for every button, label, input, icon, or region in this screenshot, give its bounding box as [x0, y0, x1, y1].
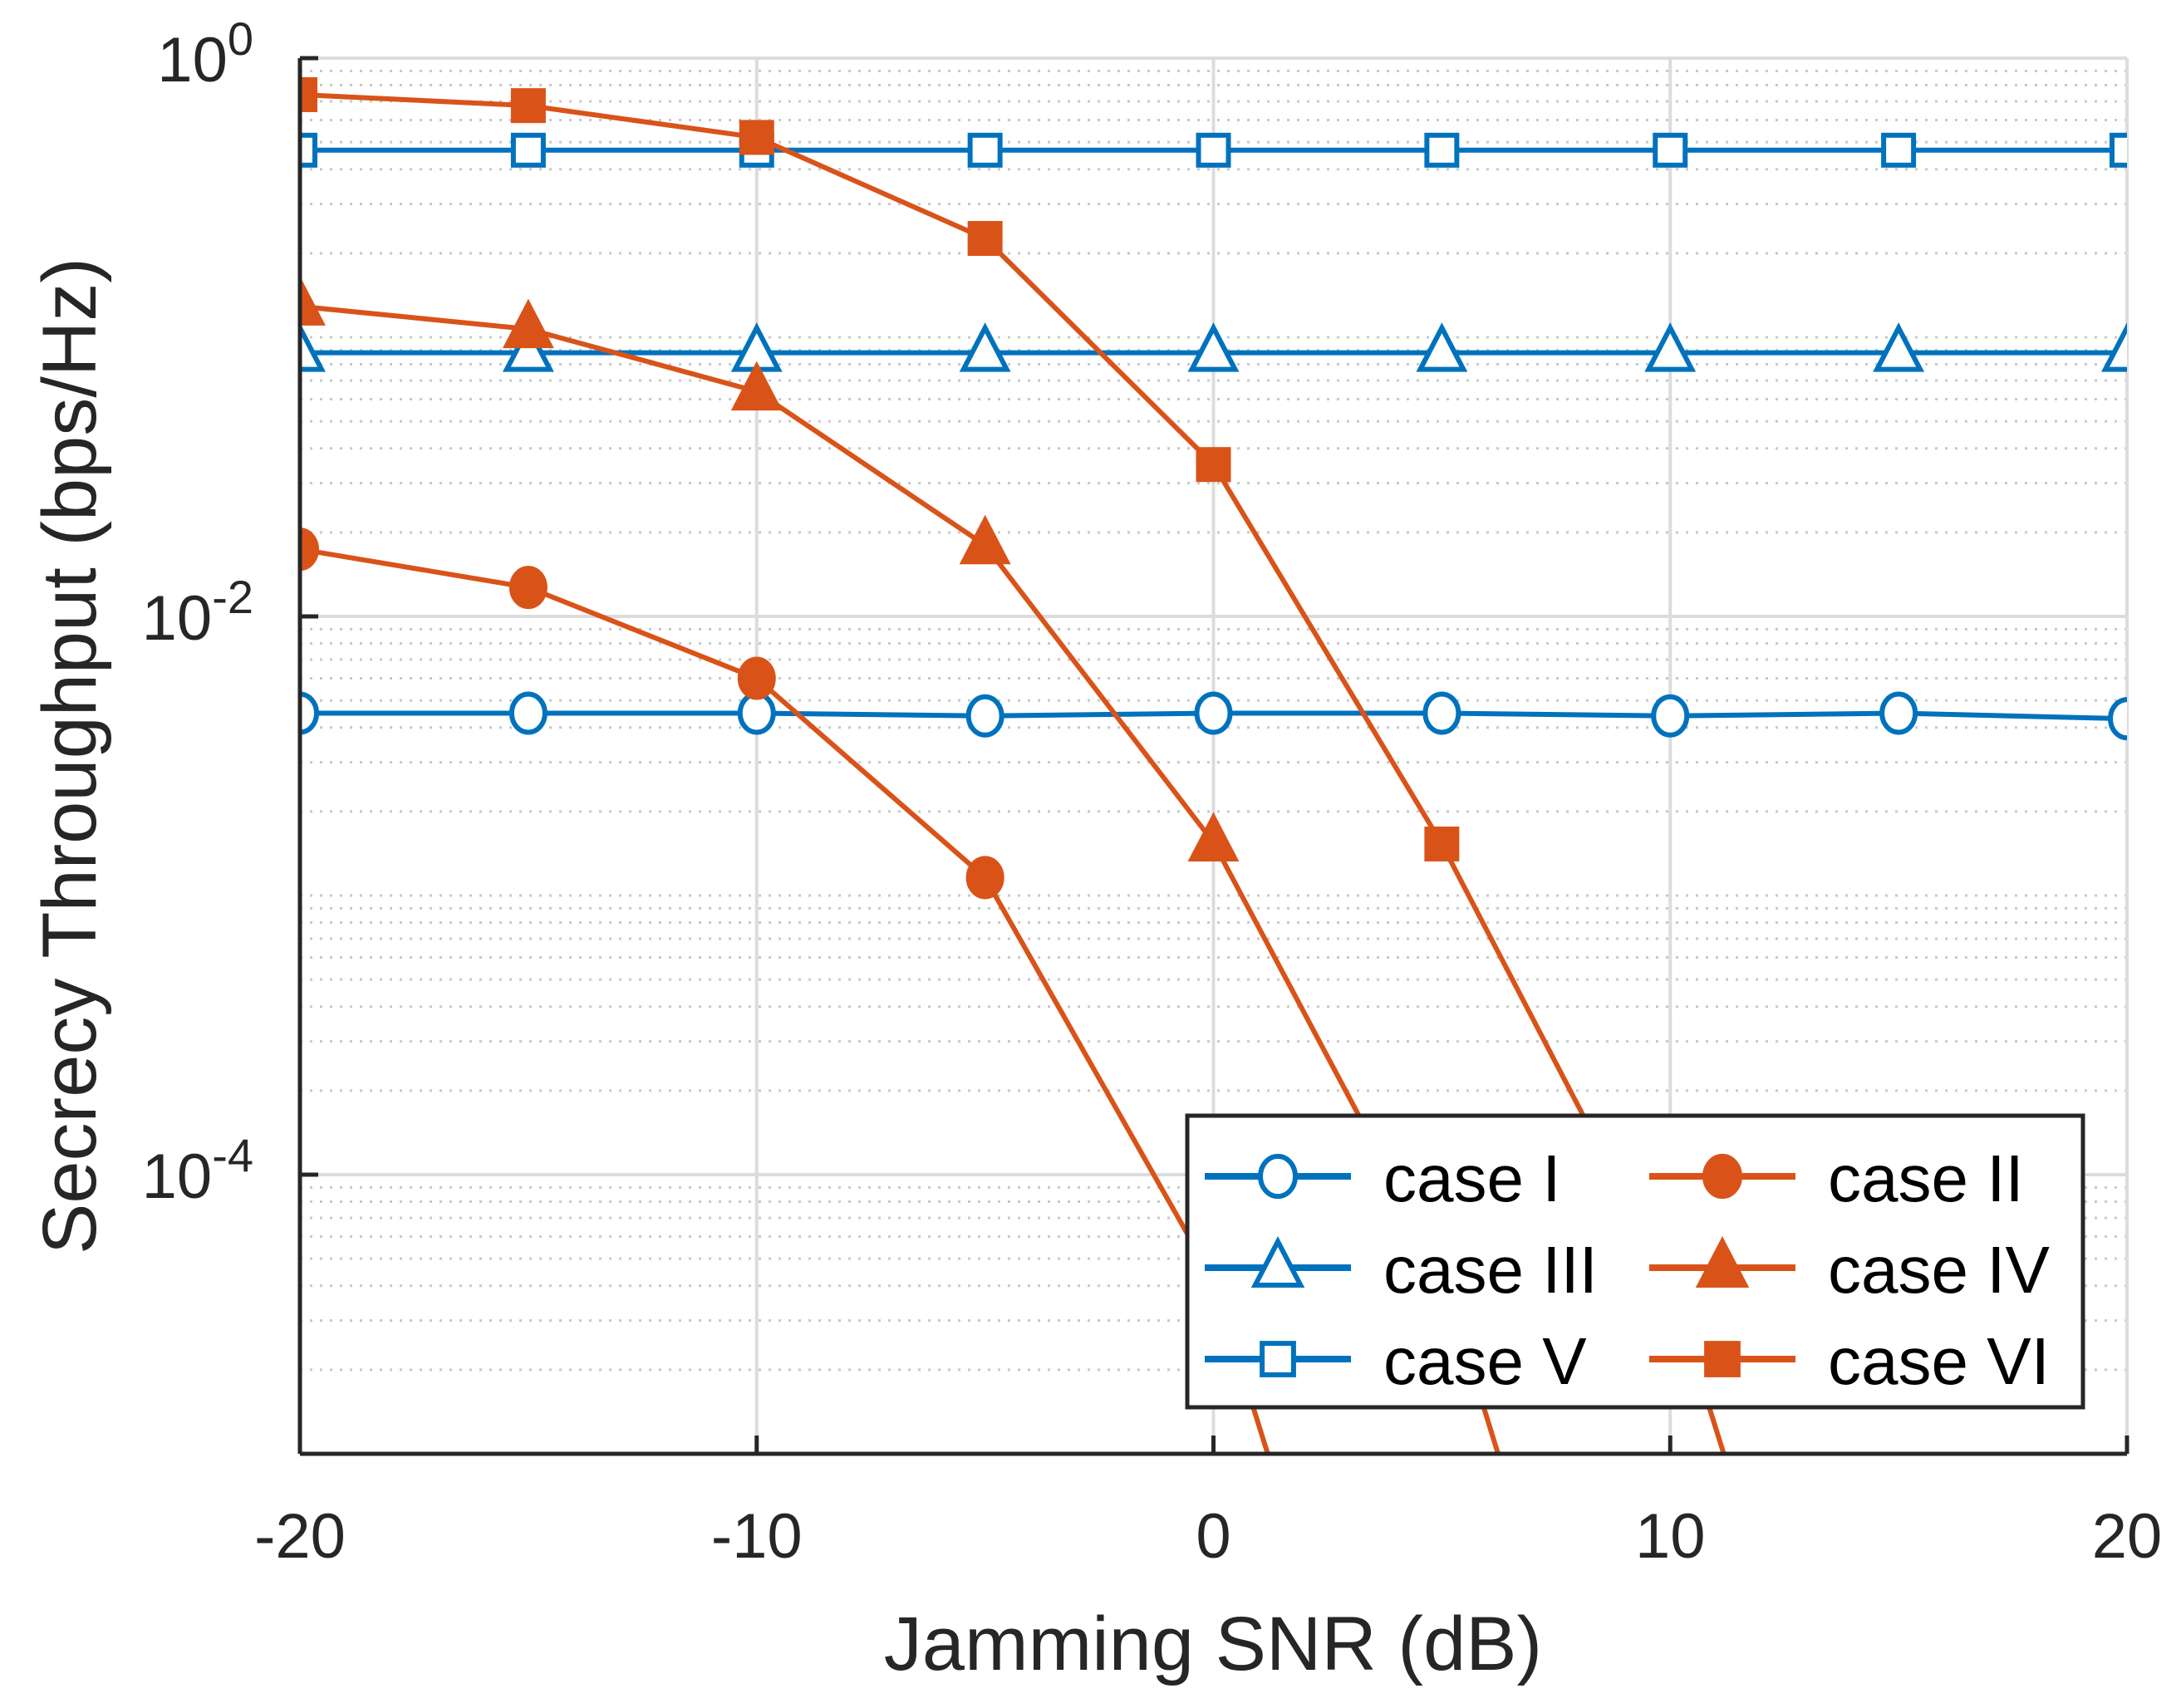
- data-point-circle: [1879, 691, 1918, 735]
- data-point-circle: [300, 528, 319, 572]
- legend-item: case II: [1649, 1141, 2024, 1215]
- data-point-circle: [508, 691, 548, 735]
- x-tick-label: 10: [1635, 1501, 1706, 1572]
- data-point-triangle: [959, 322, 1011, 372]
- data-point-circle: [1194, 691, 1233, 735]
- data-point-circle: [965, 856, 1004, 900]
- triangle-marker-icon: [1695, 1235, 1750, 1288]
- legend: case I case II case III case IV case V case V…: [1185, 1113, 2085, 1410]
- y-axis-label: Secrecy Throughput (bps/Hz): [27, 258, 112, 1254]
- data-point-square: [1196, 447, 1231, 483]
- x-tick-label: 20: [2092, 1501, 2163, 1572]
- data-point-triangle: [300, 276, 326, 326]
- data-point-triangle: [959, 514, 1011, 565]
- axes: -20 -10 0 10 20 100 10-2 10-4: [142, 12, 2163, 1572]
- data-point-triangle: [1644, 322, 1697, 372]
- data-point-circle: [1422, 691, 1461, 735]
- circle-marker-icon: [1702, 1153, 1742, 1200]
- data-point-circle: [508, 566, 548, 610]
- legend-item: case I: [1205, 1141, 1560, 1215]
- data-point-square: [1424, 132, 1460, 168]
- data-point-triangle: [730, 361, 783, 411]
- triangle-marker-icon: [1250, 1235, 1305, 1288]
- circle-marker-icon: [1258, 1153, 1298, 1200]
- y-tick-label: 10-2: [142, 571, 253, 654]
- series-case-iii: [300, 322, 2127, 372]
- data-point-triangle: [1416, 322, 1468, 372]
- data-point-triangle: [1187, 812, 1240, 862]
- data-point-triangle: [300, 322, 326, 372]
- legend-label: case I: [1383, 1141, 1560, 1215]
- legend-label: case III: [1383, 1233, 1598, 1307]
- data-point-triangle: [1187, 322, 1240, 372]
- data-point-triangle: [502, 298, 554, 349]
- series-case-i: [300, 691, 2127, 741]
- legend-item: case III: [1205, 1233, 1598, 1307]
- data-point-circle: [737, 656, 776, 700]
- y-tick-label: 100: [157, 12, 253, 96]
- legend-label: case V: [1383, 1324, 1587, 1398]
- data-point-square: [739, 120, 774, 155]
- data-point-circle: [300, 691, 319, 735]
- data-point-circle: [2108, 697, 2127, 741]
- data-point-square: [300, 132, 317, 168]
- x-axis-label: Jamming SNR (dB): [884, 1602, 1542, 1686]
- data-point-square: [967, 132, 1003, 168]
- data-point-square: [300, 76, 317, 112]
- x-tick-label: -10: [711, 1501, 803, 1572]
- data-point-triangle: [1873, 322, 1925, 372]
- y-tick-label: 10-4: [142, 1129, 253, 1212]
- data-point-square: [1653, 132, 1688, 168]
- data-point-square: [1881, 132, 1917, 168]
- data-point-square: [1424, 826, 1460, 861]
- data-point-circle: [965, 694, 1004, 738]
- square-marker-icon: [1704, 1341, 1741, 1377]
- data-point-circle: [1651, 694, 1690, 738]
- legend-item: case IV: [1649, 1233, 2050, 1307]
- data-point-square: [2110, 132, 2127, 168]
- x-tick-label: 0: [1196, 1501, 1230, 1572]
- legend-label: case VI: [1828, 1324, 2050, 1398]
- legend-label: case II: [1828, 1141, 2024, 1215]
- data-point-square: [510, 88, 546, 124]
- data-point-square: [1196, 132, 1231, 168]
- data-point-triangle: [502, 322, 554, 372]
- legend-item: case V: [1205, 1324, 1587, 1398]
- x-tick-label: -20: [254, 1501, 346, 1572]
- data-point-square: [510, 132, 546, 168]
- square-marker-icon: [1260, 1341, 1296, 1377]
- data-point-square: [967, 221, 1003, 257]
- legend-label: case IV: [1828, 1233, 2050, 1307]
- data-point-triangle: [2101, 322, 2127, 372]
- legend-item: case VI: [1649, 1324, 2050, 1398]
